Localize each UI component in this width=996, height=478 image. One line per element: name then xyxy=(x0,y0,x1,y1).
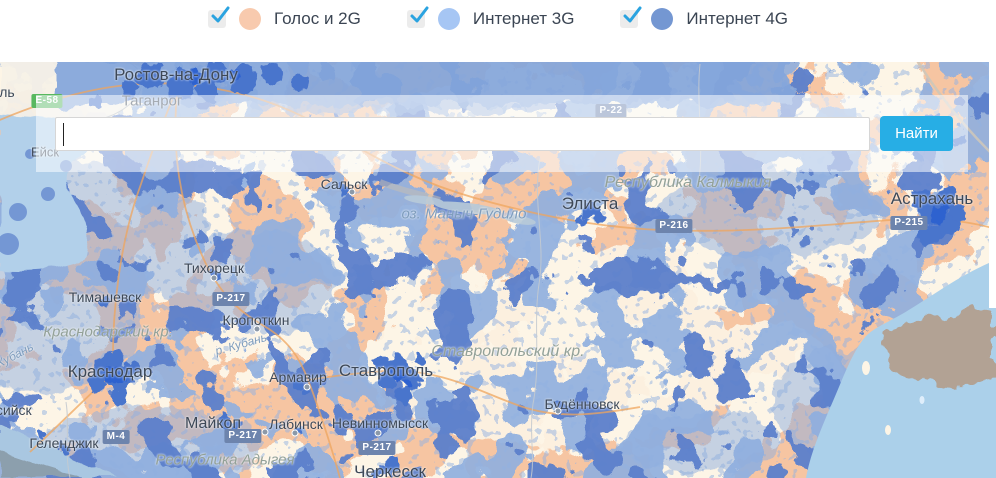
legend-circle-3g xyxy=(437,8,460,30)
legend-item-4g: Интернет 4G xyxy=(620,6,788,32)
legend-label-3g: Интернет 3G xyxy=(472,9,575,28)
text-cursor xyxy=(63,123,64,146)
legend-item-3g: Интернет 3G xyxy=(406,6,575,32)
legend-label-4g: Интернет 4G xyxy=(686,9,788,28)
check-icon xyxy=(410,6,429,23)
check-icon xyxy=(623,6,642,23)
coverage-map[interactable]: Ростов-на-ДонуТаганрогЕйскСальскЭлистаАс… xyxy=(0,62,996,478)
legend-circle-2g xyxy=(239,8,261,30)
legend-item-2g: Голос и 2G xyxy=(208,6,361,32)
search-button[interactable]: Найти xyxy=(880,116,953,151)
search-input[interactable] xyxy=(55,117,870,151)
legend-bar: Голос и 2G Интернет 3G Интернет 4G xyxy=(0,0,996,62)
checkbox-3g[interactable] xyxy=(406,6,429,28)
legend-circle-4g xyxy=(651,8,674,30)
legend: Голос и 2G Интернет 3G Интернет 4G xyxy=(208,6,788,32)
legend-label-2g: Голос и 2G xyxy=(274,9,361,28)
search-overlay: Найти xyxy=(36,95,968,172)
checkbox-2g[interactable] xyxy=(208,6,230,28)
check-icon xyxy=(211,6,230,23)
checkbox-4g[interactable] xyxy=(620,6,642,28)
